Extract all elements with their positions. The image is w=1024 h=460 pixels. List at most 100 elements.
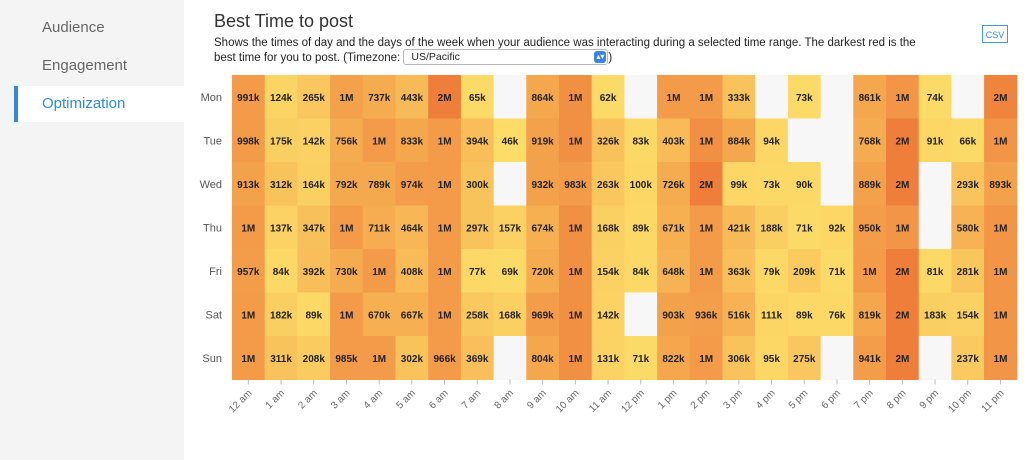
heatmap-cell: [787, 118, 822, 163]
sidebar-item-engagement[interactable]: Engagement: [42, 57, 128, 74]
x-axis-label: 11 am: [587, 388, 614, 415]
heatmap-cell: [362, 292, 396, 337]
cell-value-label: 720k: [531, 267, 554, 278]
sidebar-item-optimization[interactable]: Optimization: [42, 95, 126, 112]
cell-value-label: 1M: [699, 267, 713, 278]
heatmap-cell: [820, 336, 854, 380]
cell-value-label: 73k: [763, 180, 780, 191]
heatmap-cell: [460, 292, 495, 337]
heatmap-cell: [951, 249, 985, 293]
heatmap-cell: [787, 75, 822, 119]
cell-value-label: 648k: [662, 267, 685, 278]
cell-value-label: 936k: [695, 310, 718, 321]
cell-value-label: 111k: [761, 310, 783, 321]
cell-value-label: 711k: [368, 223, 390, 234]
cell-value-label: 1M: [895, 223, 909, 234]
cell-value-label: 932k: [531, 180, 554, 191]
heatmap-cell: [428, 249, 462, 293]
y-axis-label-sun: Sun: [202, 353, 222, 365]
cell-value-label: 861k: [859, 93, 882, 104]
heatmap-cell: [330, 75, 364, 119]
y-axis-label-tue: Tue: [203, 135, 222, 147]
heatmap-cell: [918, 249, 952, 293]
heatmap-cell: [493, 162, 527, 206]
cell-value-label: 1M: [372, 267, 386, 278]
heatmap-cell: [362, 75, 396, 119]
heatmap-cell: [362, 249, 396, 293]
timezone-value: US/Pacific: [411, 51, 460, 63]
heatmap-cell: [297, 75, 331, 119]
heatmap-cell: [886, 336, 920, 380]
cell-value-label: 175k: [270, 136, 293, 147]
cell-value-label: 822k: [662, 354, 685, 365]
x-axis-label: 9 pm: [918, 388, 942, 412]
cell-value-label: 258k: [466, 310, 489, 321]
heatmap-cell: [297, 249, 331, 293]
cell-value-label: 275k: [793, 354, 816, 365]
cell-value-label: 1M: [699, 223, 713, 234]
heatmap-cell: [526, 118, 560, 163]
heatmap-cell: [264, 292, 298, 337]
timezone-select[interactable]: US/Pacific ▴▾: [403, 49, 609, 65]
heatmap-cell: [297, 118, 331, 163]
cell-value-label: 1M: [372, 136, 386, 147]
heatmap-cell: [395, 336, 429, 380]
cell-value-label: 369k: [466, 354, 489, 365]
cell-value-label: 941k: [859, 354, 882, 365]
heatmap-cell: [624, 292, 658, 337]
y-axis-label-wed: Wed: [200, 179, 222, 191]
heatmap-cell: [330, 336, 364, 380]
heatmap-cell: [591, 292, 625, 337]
heatmap-cell: [559, 292, 593, 337]
heatmap-cell: [787, 205, 822, 250]
heatmap-cell: [755, 336, 789, 380]
description-text: Shows the times of day and the days of t…: [214, 37, 916, 65]
heatmap-cell: [460, 205, 495, 250]
heatmap-cell: [886, 205, 920, 250]
heatmap-cell: [460, 336, 495, 380]
cell-value-label: 730k: [335, 267, 358, 278]
cell-value-label: 1M: [568, 93, 582, 104]
cell-value-label: 306k: [728, 354, 751, 365]
heatmap-cell: [362, 162, 396, 206]
heatmap-cell: [689, 205, 723, 250]
cell-value-label: 1M: [568, 223, 582, 234]
csv-export-button[interactable]: CSV: [982, 25, 1008, 43]
cell-value-label: 670k: [368, 310, 391, 321]
heatmap-cell: [395, 205, 429, 250]
cell-value-label: 1M: [241, 223, 255, 234]
heatmap-cell: [428, 292, 462, 337]
heatmap-cell: [820, 118, 854, 163]
sidebar: Audience Engagement Optimization: [0, 0, 184, 460]
cell-value-label: 209k: [793, 267, 816, 278]
cell-value-label: 92k: [829, 223, 846, 234]
cell-value-label: 1M: [568, 136, 582, 147]
cell-value-label: 131k: [597, 354, 620, 365]
heatmap-cell: [264, 336, 298, 380]
heatmap-cell: [493, 249, 527, 293]
heatmap-cell: [591, 75, 625, 119]
heatmap-cell: [787, 249, 822, 293]
x-axis-label: 3 pm: [721, 388, 745, 412]
cell-value-label: 985k: [335, 354, 358, 365]
cell-value-label: 671k: [662, 223, 685, 234]
cell-value-label: 913k: [237, 180, 260, 191]
cell-value-label: 237k: [957, 354, 980, 365]
cell-value-label: 300k: [466, 180, 489, 191]
sidebar-item-audience[interactable]: Audience: [42, 19, 105, 36]
cell-value-label: 137k: [270, 223, 293, 234]
cell-value-label: 1M: [568, 354, 582, 365]
heatmap-cell: [722, 162, 756, 206]
heatmap-cell: [264, 75, 298, 119]
heatmap-cell: [559, 75, 593, 119]
heatmap-cell: [232, 336, 266, 380]
cell-value-label: 154k: [597, 267, 620, 278]
heatmap-cell: [657, 292, 691, 337]
cell-value-label: 1M: [568, 310, 582, 321]
x-axis-label: 10 pm: [946, 388, 973, 415]
heatmap-cell: [362, 336, 396, 380]
heatmap-cell: [330, 249, 364, 293]
cell-value-label: 73k: [796, 93, 813, 104]
heatmap-cell: [722, 205, 756, 250]
